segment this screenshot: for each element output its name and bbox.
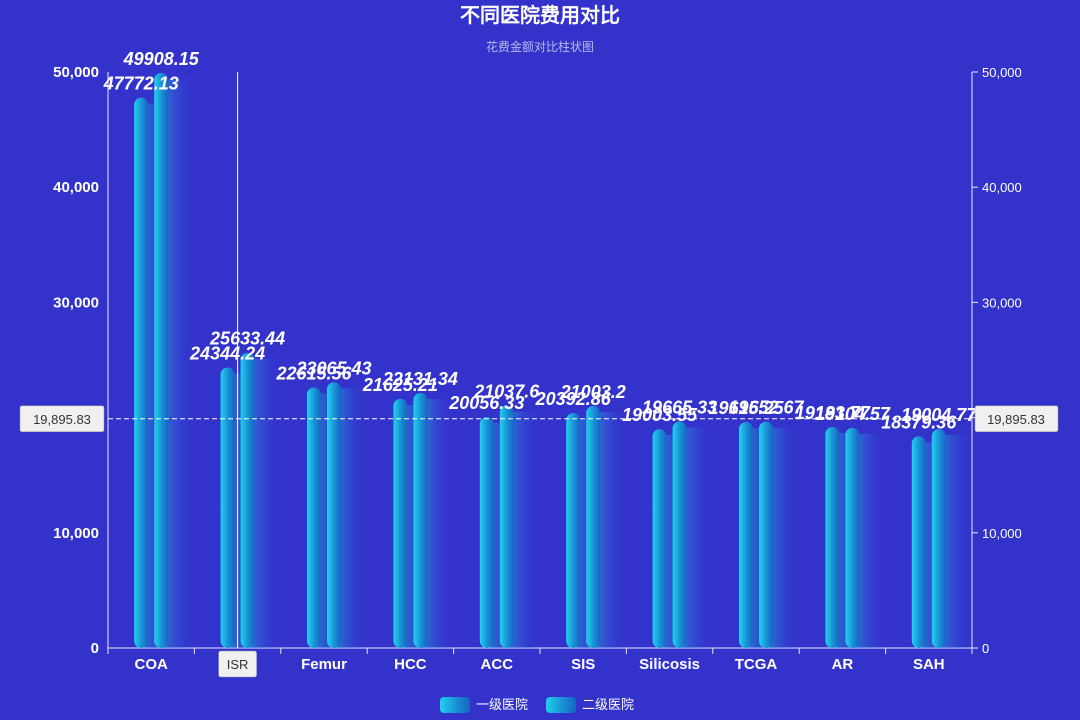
data-label: 24344.24	[189, 344, 265, 364]
data-label: 22131.34	[382, 369, 458, 389]
chart-subtitle: 花费金额对比柱状图	[486, 39, 594, 54]
chart-title: 不同医院费用对比	[460, 3, 620, 27]
crosshair: 19,895.83 19,895.83 ISR	[19, 72, 1059, 678]
y-tick-label-right: 30,000	[982, 295, 1022, 310]
bar[interactable]	[220, 367, 235, 648]
bar[interactable]	[825, 427, 840, 648]
bar-shadow	[251, 358, 282, 648]
data-label: 22615.56	[275, 363, 352, 383]
data-label: 23065.43	[295, 358, 371, 378]
bar[interactable]	[393, 398, 408, 648]
data-label: 21625.21	[362, 375, 438, 395]
crosshair-category-label: ISR	[227, 657, 249, 672]
bar-shadow	[770, 427, 800, 648]
data-label: 19665.33	[642, 397, 717, 417]
data-label: 21037.6	[473, 382, 540, 402]
bar-shadow	[165, 79, 196, 649]
bar[interactable]	[134, 97, 149, 649]
bar-group	[134, 73, 973, 649]
bar-shadow	[683, 427, 714, 648]
legend-swatch-series-2	[546, 697, 576, 713]
data-label: 25633.44	[209, 329, 285, 349]
bar[interactable]	[931, 429, 946, 648]
bar[interactable]	[154, 73, 169, 649]
data-label: 19003.55	[622, 405, 698, 425]
data-label: 19004.77	[901, 405, 977, 425]
bar-shadow	[856, 433, 887, 648]
data-label: 18379.36	[881, 412, 957, 432]
bar-shadow	[597, 412, 628, 648]
y-tick-label-right: 40,000	[982, 180, 1022, 195]
legend-item-series-1[interactable]: 一级医院	[440, 697, 528, 713]
x-tick-label: AR	[832, 656, 854, 673]
data-label: 21003.2	[560, 382, 626, 402]
bar[interactable]	[479, 416, 494, 648]
crosshair-value-left: 19,895.83	[33, 412, 91, 427]
bar[interactable]	[739, 422, 753, 648]
data-label: 20392.86	[535, 389, 612, 409]
y-tick-label-left: 0	[91, 640, 99, 657]
y-tick-label-right: 0	[982, 641, 989, 656]
legend-item-series-2[interactable]: 二级医院	[546, 697, 634, 713]
x-tick-label: HCC	[394, 656, 427, 673]
y-tick-label-left: 30,000	[53, 294, 99, 311]
x-tick-label: TCGA	[735, 656, 778, 673]
crosshair-x-label: ISR	[218, 650, 257, 678]
bar[interactable]	[413, 393, 428, 648]
bar[interactable]	[240, 352, 255, 648]
bar-shadow	[424, 399, 455, 648]
legend: 一级医院 二级医院	[440, 697, 634, 713]
bar[interactable]	[307, 387, 321, 648]
bar[interactable]	[911, 436, 926, 648]
crosshair-y-label-left: 19,895.83	[19, 405, 105, 433]
data-label: 19652.67	[728, 398, 804, 418]
bar[interactable]	[566, 413, 581, 648]
data-label: 19615.25	[708, 398, 784, 418]
y-tick-label-right: 10,000	[982, 526, 1022, 541]
bar[interactable]	[759, 421, 773, 648]
x-tick-label: Femur	[301, 656, 347, 673]
x-tick-label: ACC	[481, 656, 514, 673]
x-tick-label: SAH	[913, 656, 945, 673]
bar[interactable]	[586, 406, 601, 648]
bar-shadow	[510, 411, 541, 648]
bar-shadow	[942, 435, 973, 648]
bar[interactable]	[672, 421, 687, 648]
bar[interactable]	[845, 427, 860, 648]
x-ticks: COA Femur HCC ACC SIS Silicosis TCGA AR SAH	[107, 648, 973, 673]
bar[interactable]	[327, 382, 341, 648]
legend-label-series-1: 一级医院	[476, 697, 528, 712]
bar[interactable]	[652, 429, 667, 648]
crosshair-value-right: 19,895.83	[987, 412, 1045, 427]
data-label: 47772.13	[103, 74, 179, 94]
data-label: 49908.15	[123, 49, 200, 69]
bar[interactable]	[499, 405, 514, 648]
x-tick-label: Silicosis	[639, 656, 700, 673]
y-tick-label-left: 40,000	[53, 179, 99, 196]
y-tick-label-left: 50,000	[53, 64, 99, 81]
data-label: 19183.77	[795, 403, 871, 423]
legend-label-series-2: 二级医院	[582, 697, 634, 712]
data-label: 19104.57	[815, 404, 891, 424]
x-tick-label: SIS	[571, 656, 595, 673]
y-tick-label-left: 10,000	[53, 525, 99, 542]
data-label: 20056.33	[448, 393, 524, 413]
crosshair-y-label-right: 19,895.83	[974, 405, 1059, 433]
x-tick-label: COA	[135, 656, 169, 673]
y-tick-label-right: 50,000	[982, 65, 1022, 80]
bar-shadow	[338, 388, 368, 648]
legend-swatch-series-1	[440, 697, 470, 713]
